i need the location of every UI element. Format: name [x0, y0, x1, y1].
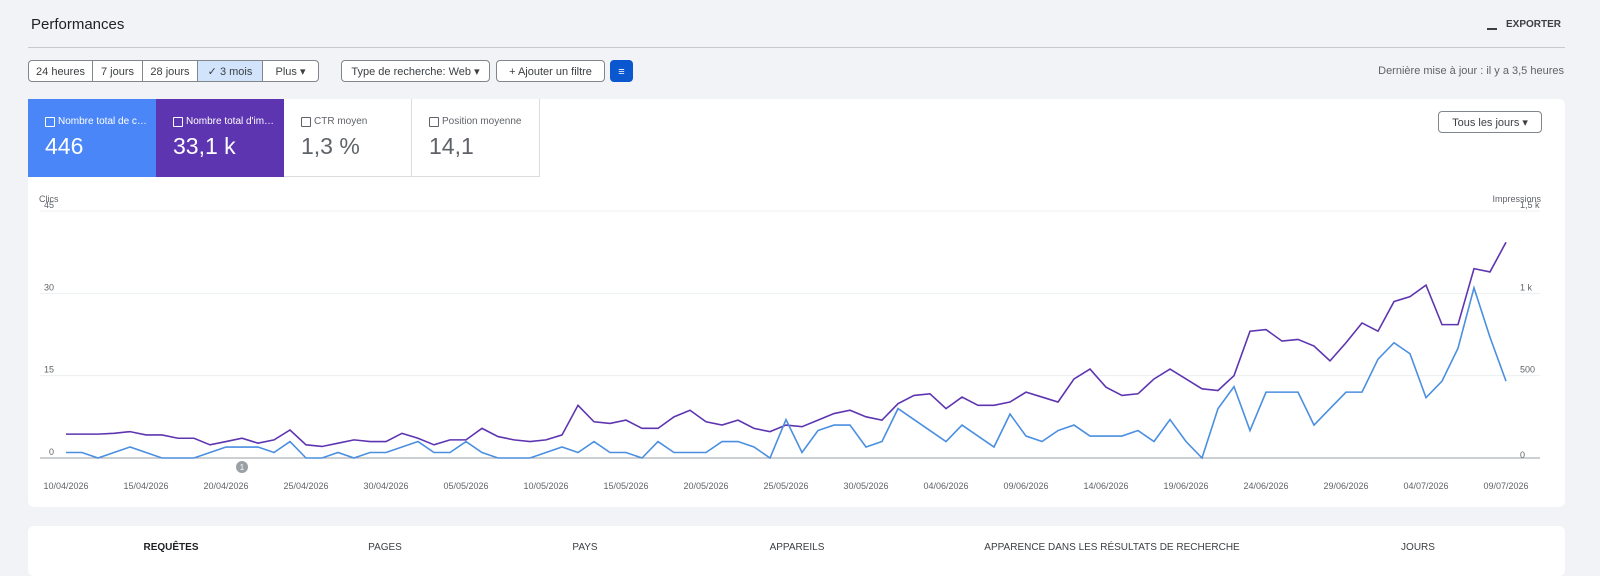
metric-label: Nombre total d'im… — [186, 116, 275, 127]
x-tick-label: 04/06/2026 — [923, 481, 968, 491]
tab[interactable]: JOURS — [1401, 542, 1435, 553]
metric-label: Position moyenne — [442, 116, 522, 127]
y-tick-label: 45 — [44, 200, 54, 210]
x-tick-label: 25/04/2026 — [283, 481, 328, 491]
y-tick-label: 0 — [49, 447, 54, 457]
divider — [28, 47, 1565, 48]
y-axis-label: Clics — [39, 194, 59, 204]
metric-value: 14,1 — [429, 133, 474, 159]
x-tick-label: 25/05/2026 — [763, 481, 808, 491]
x-tick-label: 10/05/2026 — [523, 481, 568, 491]
x-tick-label: 15/04/2026 — [123, 481, 168, 491]
tab[interactable]: APPARENCE DANS LES RÉSULTATS DE RECHERCH… — [984, 542, 1240, 553]
series-line — [66, 241, 1507, 448]
y-tick-label: 15 — [44, 365, 54, 375]
search-type[interactable]: Type de recherche: Web ▾ — [341, 60, 490, 82]
filter-3m[interactable]: ✓ 3 mois — [197, 60, 263, 82]
last-update: Dernière mise à jour : il y a 3,5 heures — [1378, 65, 1564, 77]
export-button[interactable]: EXPORTER — [1506, 19, 1562, 30]
download-icon — [1487, 16, 1497, 30]
x-tick-label: 30/05/2026 — [843, 481, 888, 491]
filter-24h[interactable]: 24 heures — [28, 60, 93, 82]
chart: Clics Impressions 1 0 15 30 45 0 500 1 k 1,5 k 1… — [39, 194, 1542, 491]
y2-tick-label: 500 — [1520, 365, 1535, 375]
filter-icon[interactable]: ≡ — [610, 60, 633, 82]
metric-impressions[interactable]: Nombre total d'im… 33,1 k — [156, 99, 284, 177]
tab[interactable]: APPAREILS — [769, 542, 825, 553]
day-selector-label: Tous les jours — [1452, 117, 1520, 129]
tab[interactable]: PAYS — [572, 542, 598, 553]
x-tick-label: 09/07/2026 — [1483, 481, 1528, 491]
y2-tick-label: 0 — [1520, 450, 1525, 460]
x-tick-label: 04/07/2026 — [1403, 481, 1448, 491]
day-selector[interactable]: Tous les jours ▾ — [1438, 111, 1542, 133]
add-filter-label: Ajouter un filtre — [517, 66, 592, 78]
filter-28d[interactable]: 28 jours — [142, 60, 198, 82]
metric-position[interactable]: Position moyenne 14,1 — [412, 99, 540, 177]
checkbox — [301, 117, 311, 127]
x-tick-label: 14/06/2026 — [1083, 481, 1128, 491]
y-tick-label: 30 — [44, 282, 54, 292]
x-tick-label: 15/05/2026 — [603, 481, 648, 491]
y2-tick-label: 1,5 k — [1520, 200, 1540, 210]
tab[interactable]: PAGES — [368, 542, 402, 553]
checkbox — [173, 117, 183, 127]
add-filter[interactable]: + Ajouter un filtre — [496, 60, 605, 82]
chart-card — [28, 99, 1565, 507]
x-tick-label: 10/04/2026 — [43, 481, 88, 491]
x-tick-label: 30/04/2026 — [363, 481, 408, 491]
checkbox — [45, 117, 55, 127]
more-label: Plus — [275, 66, 297, 78]
x-tick-label: 05/05/2026 — [443, 481, 488, 491]
annotation-label: 1 — [240, 463, 245, 472]
x-tick-label: 29/06/2026 — [1323, 481, 1368, 491]
filter-more[interactable]: Plus ▾ — [262, 60, 319, 82]
checkbox — [429, 117, 439, 127]
x-tick-label: 09/06/2026 — [1003, 481, 1048, 491]
metric-value: 446 — [45, 133, 84, 159]
metric-value: 33,1 k — [173, 133, 236, 159]
y2-axis-label: Impressions — [1492, 194, 1541, 204]
annotation-marker[interactable] — [236, 461, 248, 473]
x-tick-label: 24/06/2026 — [1243, 481, 1288, 491]
metric-clicks[interactable]: Nombre total de c… 446 — [28, 99, 156, 177]
metric-ctr[interactable]: CTR moyen 1,3 % — [284, 99, 412, 177]
filter-3m-label: 3 mois — [219, 66, 253, 78]
x-tick-label: 20/04/2026 — [203, 481, 248, 491]
metric-label: Nombre total de c… — [58, 116, 147, 127]
series-line — [66, 285, 1507, 460]
filter-7d[interactable]: 7 jours — [92, 60, 143, 82]
metric-label: CTR moyen — [314, 116, 368, 127]
search-type-label: Type de recherche: Web — [351, 66, 472, 78]
metric-value: 1,3 % — [301, 133, 360, 159]
y2-tick-label: 1 k — [1520, 282, 1533, 292]
tab[interactable]: REQUÊTES — [143, 542, 199, 553]
x-tick-label: 20/05/2026 — [683, 481, 728, 491]
page-title: Performances — [31, 16, 125, 33]
x-tick-label: 19/06/2026 — [1163, 481, 1208, 491]
